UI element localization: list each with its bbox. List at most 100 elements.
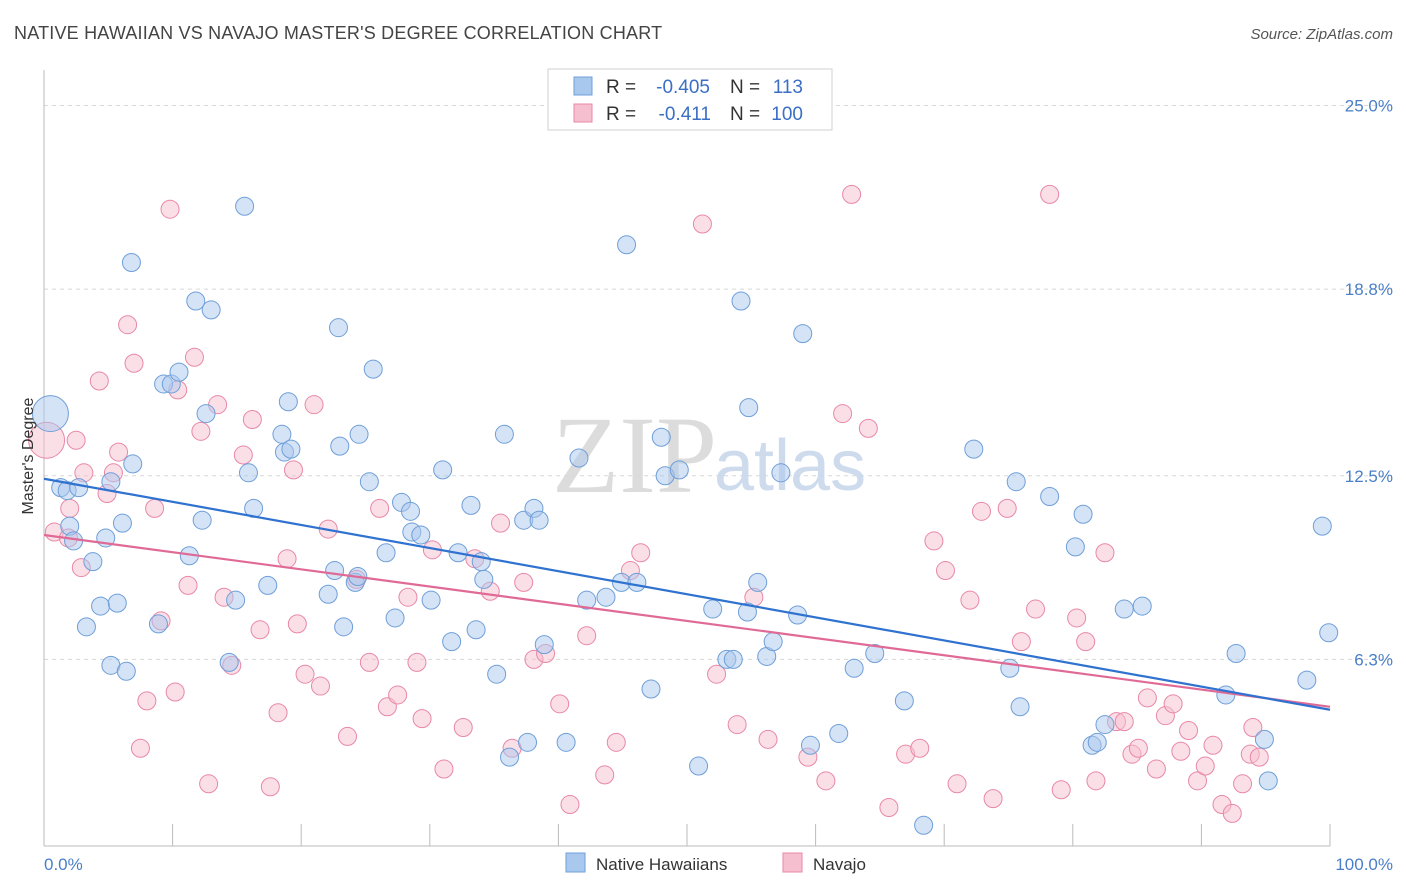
navajo-point: [971, 501, 991, 521]
native-hawaiian-point: [238, 463, 258, 483]
native-hawaiian-point: [1040, 487, 1060, 507]
navajo-point: [491, 513, 511, 533]
navajo-point: [268, 703, 288, 723]
native-hawaiian-point: [31, 395, 69, 433]
native-hawaiian-point: [964, 439, 984, 459]
navajo-point: [1179, 720, 1199, 740]
native-hawaiian-point: [1006, 472, 1026, 492]
legend-swatch-navajo: [573, 103, 593, 123]
native-hawaiian-point: [1095, 715, 1115, 735]
navajo-point: [370, 498, 390, 518]
native-hawaiian-point: [1254, 729, 1274, 749]
navajo-point: [1163, 694, 1183, 714]
native-hawaiian-point: [235, 196, 255, 216]
navajo-point: [233, 445, 253, 465]
native-hawaiian-point: [192, 510, 212, 530]
navajo-point: [1233, 774, 1253, 794]
navajo-point: [304, 395, 324, 415]
navajo-point: [707, 664, 727, 684]
native-hawaiian-point: [748, 572, 768, 592]
legend-r-label-1: R =: [606, 104, 636, 125]
navajo-point: [858, 418, 878, 438]
native-hawaiian-point: [731, 291, 751, 311]
legend-n-label-1: N =: [730, 104, 760, 125]
native-hawaiian-point: [325, 561, 345, 581]
navajo-point: [983, 789, 1003, 809]
native-hawaiian-point: [1226, 643, 1246, 663]
x-tick-label-max: 100.0%: [1335, 855, 1393, 874]
native-hawaiian-point: [577, 590, 597, 610]
native-hawaiian-point: [914, 815, 934, 835]
series-legend-swatch-navajo: [782, 852, 803, 873]
navajo-point: [758, 729, 778, 749]
native-hawaiian-point: [328, 318, 348, 338]
legend-r-value-1: -0.411: [659, 104, 711, 125]
legend-box: [547, 68, 833, 131]
native-hawaiian-point: [258, 575, 278, 595]
native-hawaiian-point: [76, 617, 96, 637]
native-hawaiian-point: [518, 732, 538, 752]
navajo-point: [434, 759, 454, 779]
navajo-point: [1146, 759, 1166, 779]
navajo-point: [1067, 608, 1087, 628]
native-hawaiian-point: [556, 732, 576, 752]
navajo-point: [283, 460, 303, 480]
navajo-point: [165, 682, 185, 702]
native-hawaiian-point: [1312, 516, 1332, 536]
navajo-point: [178, 575, 198, 595]
navajo-point: [359, 652, 379, 672]
x-tick-label-min: 0.0%: [44, 855, 83, 874]
navajo-point: [606, 732, 626, 752]
navajo-point: [388, 685, 408, 705]
native-hawaiian-point: [466, 620, 486, 640]
native-hawaiian-trend-line: [43, 477, 1331, 711]
native-hawaiian-point: [1065, 537, 1085, 557]
navajo-point: [199, 774, 219, 794]
navajo-point: [833, 404, 853, 424]
native-hawaiian-point: [169, 362, 189, 382]
native-hawaiian-point: [865, 643, 885, 663]
native-hawaiian-point: [1319, 623, 1339, 643]
navajo-point: [184, 347, 204, 367]
native-hawaiian-point: [669, 460, 689, 480]
trend-lines: [43, 477, 1331, 711]
navajo-point: [412, 709, 432, 729]
native-hawaiian-point: [596, 587, 616, 607]
native-hawaiian-point: [69, 478, 89, 498]
navajo-point: [577, 626, 597, 646]
navajo-point: [1026, 599, 1046, 619]
native-hawaiian-point: [101, 472, 121, 492]
native-hawaiian-point: [281, 439, 301, 459]
native-hawaiian-point: [500, 747, 520, 767]
navajo-point: [89, 371, 109, 391]
native-hawaiian-point: [148, 614, 168, 634]
native-hawaiian-point: [1297, 670, 1317, 690]
navajo-point: [1249, 747, 1269, 767]
native-hawaiian-point: [376, 543, 396, 563]
native-hawaiian-point: [201, 300, 221, 320]
native-hawaiian-point: [363, 359, 383, 379]
navajo-point: [924, 531, 944, 551]
navajo-point: [1011, 632, 1031, 652]
navajo-point: [631, 543, 651, 563]
native-hawaiian-point: [1073, 504, 1093, 524]
series-legend: Native Hawaiians Navajo: [565, 852, 866, 874]
native-hawaiian-point: [1087, 732, 1107, 752]
native-hawaiian-point: [116, 661, 136, 681]
y-tick-label: 6.3%: [1354, 650, 1393, 669]
native-hawaiian-point: [1114, 599, 1134, 619]
native-hawaiian-point: [219, 652, 239, 672]
y-tick-label: 12.5%: [1345, 467, 1393, 486]
navajo-point: [1128, 738, 1148, 758]
navajo-point: [997, 498, 1017, 518]
navajo-point: [66, 430, 86, 450]
native-hawaiian-point: [421, 590, 441, 610]
navajo-point: [260, 777, 280, 797]
navajo-point: [842, 184, 862, 204]
legend-n-label-0: N =: [730, 77, 760, 98]
native-hawaiian-point: [487, 664, 507, 684]
native-hawaiian-point: [330, 436, 350, 456]
navajo-point: [727, 715, 747, 735]
native-hawaiian-point: [771, 463, 791, 483]
